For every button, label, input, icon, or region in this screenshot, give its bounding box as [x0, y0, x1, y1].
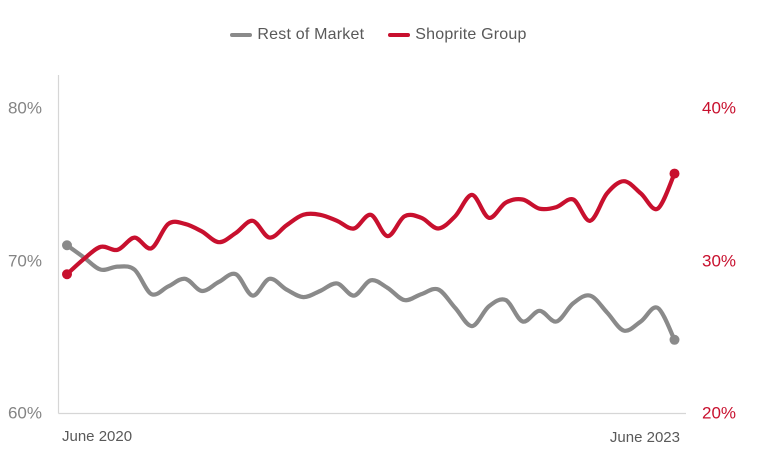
- x-axis-label-start: June 2020: [62, 428, 133, 445]
- legend-item-shoprite-group[interactable]: Shoprite Group: [388, 26, 526, 44]
- right-axis-tick-30: 30%: [702, 251, 737, 270]
- left-axis-tick-70: 70%: [7, 251, 42, 270]
- right-axis-tick-20: 20%: [702, 403, 737, 423]
- rest-of-market-start-dot: [62, 240, 72, 251]
- rest-of-market-line: [64, 243, 677, 342]
- legend-label-rest-of-market: Rest of Market: [257, 26, 365, 43]
- rest-of-market-end-dot: [669, 334, 680, 345]
- chart-legend: Rest of Market Shoprite Group: [0, 26, 757, 44]
- shoprite-group-line: [64, 171, 677, 277]
- legend-swatch-shoprite-group: [388, 33, 411, 37]
- left-axis-tick-60: 60%: [7, 403, 42, 423]
- legend-swatch-rest-of-market: [230, 33, 253, 37]
- x-axis-label-end: June 2023: [609, 429, 680, 446]
- legend-item-rest-of-market[interactable]: Rest of Market: [230, 26, 364, 44]
- left-axis-tick-80: 80%: [7, 98, 42, 118]
- legend-label-shoprite-group: Shoprite Group: [415, 26, 527, 43]
- shoprite-group-start-dot: [62, 269, 72, 280]
- right-axis-tick-40: 40%: [702, 98, 737, 118]
- shoprite-group-end-dot: [669, 168, 680, 179]
